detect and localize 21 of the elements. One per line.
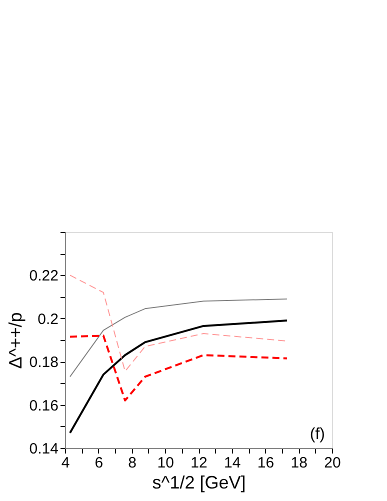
line-series [69, 334, 288, 402]
x-tick-label: 12 [190, 454, 208, 472]
x-tick-label: 16 [257, 454, 274, 472]
y-tick-label: 0.16 [29, 397, 58, 414]
x-axis-title: s^1/2 [GeV] [152, 472, 246, 492]
y-axis-title: Δ^++/p [5, 312, 26, 369]
line-series [70, 274, 288, 372]
y-tick-label: 0.18 [29, 354, 58, 372]
y-tick-label: 0.2 [38, 310, 58, 328]
x-tick-label: 10 [157, 454, 174, 472]
x-tick-label: 6 [94, 454, 104, 472]
x-tick-label: 14 [224, 454, 241, 472]
x-tick-label: 20 [324, 454, 341, 472]
line-series [70, 298, 288, 378]
x-tick-label: 8 [128, 454, 136, 472]
y-tick-label: 0.14 [29, 440, 58, 458]
y-tick-label: 0.22 [29, 268, 58, 285]
annotation: (f) [310, 426, 325, 443]
line-series [69, 320, 288, 434]
x-tick-label: 4 [61, 454, 70, 472]
x-tick-label: 18 [290, 454, 308, 472]
